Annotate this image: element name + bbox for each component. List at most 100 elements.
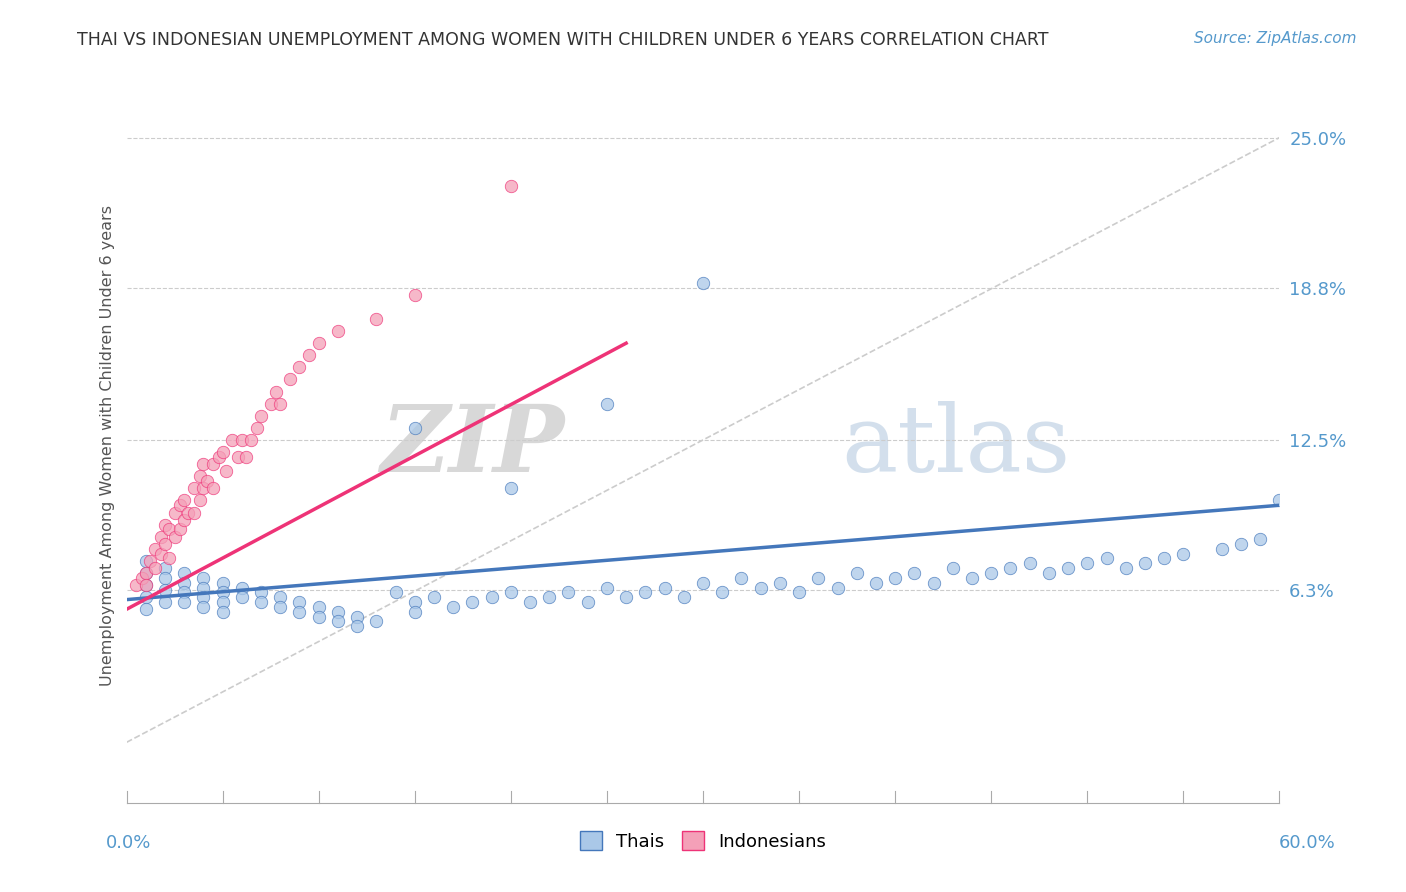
- Point: [865, 575, 887, 590]
- Point: [807, 571, 830, 585]
- Point: [326, 605, 349, 619]
- Point: [173, 585, 195, 599]
- Point: [131, 571, 153, 585]
- Point: [173, 566, 195, 580]
- Point: [250, 409, 273, 423]
- Point: [235, 450, 257, 464]
- Point: [135, 590, 157, 604]
- Point: [169, 523, 191, 537]
- Point: [173, 575, 195, 590]
- Point: [499, 481, 522, 495]
- Point: [404, 288, 426, 302]
- Point: [692, 575, 714, 590]
- Point: [269, 397, 291, 411]
- Point: [711, 585, 734, 599]
- Text: ZIP: ZIP: [381, 401, 565, 491]
- Text: 60.0%: 60.0%: [1279, 834, 1336, 852]
- Point: [153, 582, 176, 597]
- Text: atlas: atlas: [841, 401, 1070, 491]
- Point: [692, 276, 714, 290]
- Point: [215, 464, 238, 478]
- Point: [183, 481, 205, 495]
- Point: [211, 585, 233, 599]
- Point: [135, 602, 157, 616]
- Point: [250, 585, 273, 599]
- Point: [827, 581, 849, 595]
- Point: [1173, 547, 1195, 561]
- Point: [193, 590, 215, 604]
- Point: [183, 506, 205, 520]
- Y-axis label: Unemployment Among Women with Children Under 6 years: Unemployment Among Women with Children U…: [100, 205, 115, 687]
- Point: [366, 615, 388, 629]
- Point: [193, 571, 215, 585]
- Point: [266, 384, 288, 399]
- Point: [193, 481, 215, 495]
- Point: [960, 571, 983, 585]
- Point: [1249, 532, 1271, 546]
- Point: [884, 571, 907, 585]
- Text: 0.0%: 0.0%: [105, 834, 150, 852]
- Point: [135, 566, 157, 580]
- Point: [125, 578, 148, 592]
- Point: [423, 590, 446, 604]
- Point: [404, 595, 426, 609]
- Point: [188, 493, 211, 508]
- Point: [288, 595, 311, 609]
- Point: [1000, 561, 1022, 575]
- Point: [1018, 557, 1040, 571]
- Point: [208, 450, 231, 464]
- Point: [177, 506, 200, 520]
- Point: [903, 566, 925, 580]
- Point: [153, 561, 176, 575]
- Point: [326, 615, 349, 629]
- Point: [1076, 557, 1098, 571]
- Point: [980, 566, 1002, 580]
- Point: [1211, 541, 1233, 556]
- Point: [169, 498, 191, 512]
- Point: [499, 585, 522, 599]
- Point: [749, 581, 772, 595]
- Point: [404, 421, 426, 435]
- Point: [654, 581, 676, 595]
- Point: [163, 530, 186, 544]
- Point: [145, 561, 166, 575]
- Point: [441, 599, 464, 614]
- Point: [922, 575, 945, 590]
- Point: [308, 336, 330, 351]
- Point: [481, 590, 503, 604]
- Point: [153, 571, 176, 585]
- Point: [346, 619, 368, 633]
- Point: [173, 513, 195, 527]
- Point: [845, 566, 868, 580]
- Point: [576, 595, 599, 609]
- Point: [557, 585, 579, 599]
- Point: [269, 590, 291, 604]
- Point: [211, 595, 233, 609]
- Point: [596, 397, 619, 411]
- Point: [138, 554, 160, 568]
- Point: [211, 605, 233, 619]
- Point: [173, 595, 195, 609]
- Point: [269, 599, 291, 614]
- Point: [1133, 557, 1156, 571]
- Point: [942, 561, 965, 575]
- Point: [163, 506, 186, 520]
- Point: [135, 566, 157, 580]
- Point: [1230, 537, 1253, 551]
- Point: [1095, 551, 1118, 566]
- Point: [202, 481, 225, 495]
- Point: [1153, 551, 1175, 566]
- Point: [384, 585, 406, 599]
- Point: [346, 609, 368, 624]
- Text: Source: ZipAtlas.com: Source: ZipAtlas.com: [1194, 31, 1357, 46]
- Point: [153, 537, 176, 551]
- Point: [193, 599, 215, 614]
- Point: [1268, 493, 1291, 508]
- Point: [173, 493, 195, 508]
- Point: [288, 605, 311, 619]
- Point: [404, 605, 426, 619]
- Point: [259, 397, 281, 411]
- Point: [250, 595, 273, 609]
- Point: [672, 590, 695, 604]
- Point: [221, 433, 243, 447]
